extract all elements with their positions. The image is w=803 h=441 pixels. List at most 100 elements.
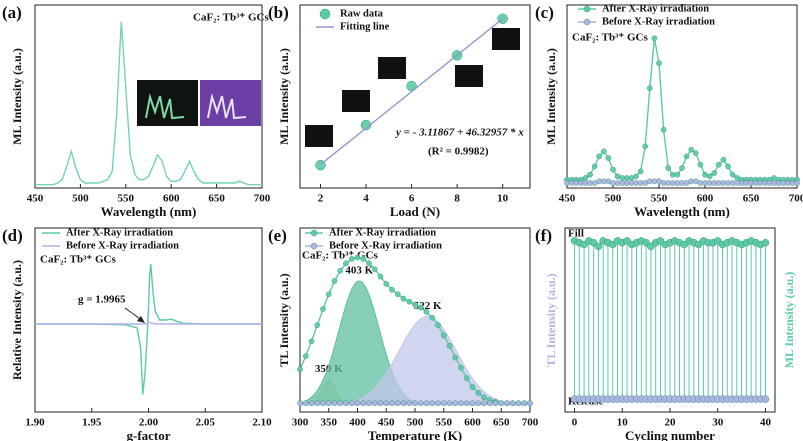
data-point (360, 119, 372, 131)
data-point (452, 400, 459, 407)
data-point (320, 306, 326, 312)
data-point (498, 400, 505, 407)
y-axis-label: ML Intensity (a.u.) (277, 48, 291, 145)
data-point (423, 309, 430, 315)
y-axis-label: TL Intensity (a.u.) (544, 273, 558, 366)
inset-glow (207, 93, 247, 120)
data-point (400, 295, 407, 302)
data-point (656, 60, 662, 67)
data-point (325, 291, 332, 298)
x-tick-label: 8 (454, 193, 460, 205)
data-point (600, 148, 607, 155)
data-point (683, 153, 690, 160)
inset-photo (492, 28, 520, 50)
data-point (452, 354, 459, 361)
x-tick-label: 10 (497, 193, 509, 205)
data-point (337, 400, 344, 407)
data-point (446, 400, 453, 407)
inset-photo (137, 80, 198, 126)
data-point (481, 394, 487, 401)
data-point (475, 390, 482, 396)
arrow-head (137, 316, 145, 323)
x-tick-label: 450 (559, 193, 576, 205)
legend-label: Raw data (340, 8, 384, 19)
annotation: Fill (568, 228, 584, 240)
data-point (429, 400, 436, 407)
data-point (688, 146, 695, 153)
legend-label: After X-Ray irradiation (66, 227, 173, 238)
x-tick-label: 20 (665, 417, 677, 429)
x-tick-label: 1.95 (82, 417, 102, 429)
legend-marker (319, 8, 331, 20)
component-label: 403 K (345, 265, 373, 277)
x-tick-label: 700 (789, 193, 803, 205)
data-point (665, 165, 672, 171)
plot-frame (299, 4, 531, 189)
x-tick-label: 6 (409, 193, 415, 205)
x-tick-label: 2.10 (252, 417, 272, 429)
x-axis-label: Wavelength (nm) (634, 204, 730, 219)
x-tick-label: 10 (617, 417, 629, 429)
data-point (331, 278, 338, 284)
data-point (394, 291, 401, 298)
data-point (331, 400, 338, 407)
panel-label: (f) (535, 226, 552, 245)
x-tick-label: 450 (27, 193, 44, 205)
data-point (308, 338, 315, 345)
data-point (429, 314, 436, 321)
data-point (729, 171, 736, 178)
x-axis-label: Wavelength (nm) (101, 204, 197, 219)
panel-label: (b) (268, 3, 289, 22)
data-point (343, 260, 349, 267)
data-point (725, 163, 731, 170)
data-point (325, 400, 332, 407)
data-point (435, 400, 441, 407)
annotation: y = - 3.11867 + 46.32957 * x (394, 127, 524, 139)
x-tick-label: 2.00 (139, 417, 159, 429)
x-axis-label: Temperature (K) (368, 428, 462, 441)
x-tick-label: 550 (118, 193, 135, 205)
x-tick-label: 700 (522, 417, 539, 429)
data-point (527, 400, 533, 407)
plot-frame (566, 4, 798, 189)
data-point (458, 364, 464, 371)
data-point (642, 143, 649, 150)
x-tick-label: 400 (349, 417, 366, 429)
legend-label: Before X-Ray irradiation (66, 240, 179, 251)
data-point (314, 400, 321, 407)
data-point (406, 298, 413, 305)
data-point (794, 180, 800, 186)
series-line (35, 263, 262, 395)
data-point (646, 85, 653, 92)
data-point (446, 342, 453, 349)
data-point (591, 163, 598, 170)
x-tick-label: 650 (208, 193, 225, 205)
x-tick-label: 450 (378, 417, 395, 429)
data-point (348, 400, 355, 407)
data-point (389, 400, 395, 407)
data-point (761, 395, 770, 403)
panel-label: (e) (268, 226, 287, 245)
data-point (633, 173, 639, 180)
data-point (297, 400, 303, 407)
data-point (320, 400, 326, 407)
data-point (711, 170, 718, 176)
y-axis-label: TL Intensity (a.u.) (277, 273, 291, 366)
data-point (469, 400, 476, 407)
data-point (504, 400, 510, 407)
data-point (360, 256, 367, 262)
data-point (360, 400, 367, 407)
data-point (302, 353, 309, 359)
data-point (486, 400, 493, 407)
x-tick-label: 350 (321, 417, 338, 429)
data-point (412, 301, 418, 308)
x-tick-label: 500 (407, 417, 424, 429)
x-tick-label: 600 (464, 417, 481, 429)
inset-photo (342, 90, 370, 112)
inset-glow (145, 93, 185, 120)
series-line (320, 18, 504, 166)
data-point (417, 400, 424, 407)
x-tick-label: 300 (292, 417, 309, 429)
data-point (337, 267, 344, 274)
x-tick-label: 2 (318, 193, 324, 205)
